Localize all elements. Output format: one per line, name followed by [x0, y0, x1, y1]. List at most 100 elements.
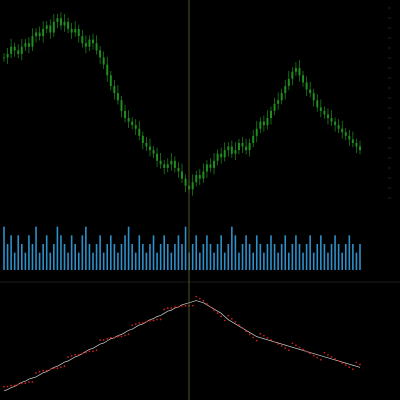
price-candle — [95, 35, 98, 55]
indicator-dot — [280, 345, 283, 347]
price-candle — [63, 13, 66, 32]
indicator-dot — [28, 381, 30, 383]
indicator-dot — [120, 335, 123, 338]
indicator-dot — [270, 338, 272, 341]
indicator-dot — [159, 318, 162, 321]
volume-bar — [255, 235, 258, 270]
indicator-dot — [67, 356, 69, 358]
volume-bar — [330, 244, 333, 270]
price-candle — [259, 117, 262, 134]
price-candle — [184, 174, 187, 193]
indicator-dot — [259, 332, 262, 335]
volume-bar — [302, 252, 304, 270]
price-candle — [280, 88, 283, 105]
price-candle — [177, 161, 180, 178]
indicator-dot — [291, 342, 294, 345]
price-candle — [17, 44, 20, 59]
volume-bar — [348, 235, 351, 270]
indicator-dot — [191, 304, 194, 307]
indicator-dot — [49, 368, 52, 371]
price-candle — [166, 158, 169, 173]
price-candle — [38, 26, 41, 41]
indicator-dot — [166, 307, 169, 310]
indicator-dot — [305, 350, 308, 353]
volume-bar — [81, 235, 84, 270]
indicator-dot — [195, 295, 198, 298]
indicator-dot — [131, 324, 134, 327]
indicator-dot — [152, 319, 155, 322]
indicator-dot — [6, 385, 9, 388]
price-candle — [148, 138, 151, 157]
price-candle — [205, 160, 208, 178]
price-candle — [35, 28, 38, 43]
volume-bar — [231, 226, 233, 270]
volume-bar — [45, 235, 48, 270]
indicator-dot — [241, 327, 244, 330]
indicator-dot — [109, 336, 112, 339]
price-candle — [266, 110, 269, 130]
indicator-dot — [77, 353, 80, 356]
indicator-dot — [348, 366, 351, 369]
indicator-dot — [309, 352, 312, 355]
volume-bar — [359, 244, 361, 270]
price-candle — [170, 152, 173, 171]
indicator-dot — [149, 319, 151, 322]
indicator-dot — [124, 334, 126, 337]
indicator-dot — [277, 343, 280, 345]
price-candle — [131, 117, 134, 130]
volume-bar — [259, 244, 262, 270]
indicator-dot — [145, 320, 148, 323]
indicator-dot — [20, 382, 23, 385]
volume-bar — [163, 235, 165, 270]
indicator-dot — [252, 336, 255, 339]
indicator-dot — [177, 306, 180, 308]
price-candle — [156, 147, 159, 168]
indicator-dot — [181, 304, 183, 307]
indicator-dot — [45, 369, 48, 372]
price-candle — [326, 108, 329, 125]
price-panel[interactable] — [3, 12, 361, 196]
indicator-dot — [216, 312, 219, 315]
volume-bar — [270, 235, 272, 270]
price-candle — [49, 19, 52, 39]
price-candle — [6, 47, 9, 64]
volume-bar — [220, 235, 222, 270]
price-axis — [388, 7, 391, 199]
volume-bar — [305, 244, 308, 270]
volume-bar — [92, 252, 94, 270]
volume-bar — [70, 235, 73, 270]
indicator-dot — [351, 368, 354, 371]
price-candle — [277, 92, 280, 111]
volume-bar — [170, 252, 173, 270]
indicator-panel[interactable] — [3, 295, 361, 392]
indicator-dot — [99, 339, 102, 341]
price-candle — [287, 70, 290, 91]
volume-bar — [3, 226, 5, 270]
price-candle — [45, 21, 48, 34]
volume-bar — [85, 226, 87, 270]
volume-bar — [312, 252, 315, 270]
price-candle — [152, 145, 155, 158]
price-candle — [109, 70, 112, 91]
volume-bar — [252, 252, 254, 270]
indicator-dot — [156, 318, 158, 321]
price-candle — [351, 131, 354, 148]
volume-bar — [124, 235, 126, 270]
indicator-dot — [102, 339, 105, 341]
volume-bar — [238, 252, 240, 270]
indicator-dot — [284, 347, 287, 350]
price-candle — [316, 94, 319, 112]
volume-bar — [63, 244, 66, 270]
volume-bar — [49, 252, 52, 270]
price-candle — [10, 38, 13, 59]
indicator-dot — [138, 322, 141, 324]
indicator-dot — [42, 369, 45, 372]
volume-panel[interactable] — [3, 226, 361, 270]
volume-bar — [191, 244, 194, 270]
volume-bar — [56, 226, 59, 270]
price-candle — [312, 88, 315, 107]
volume-bar — [120, 244, 123, 270]
volume-bar — [145, 252, 148, 270]
price-candle — [291, 67, 294, 86]
